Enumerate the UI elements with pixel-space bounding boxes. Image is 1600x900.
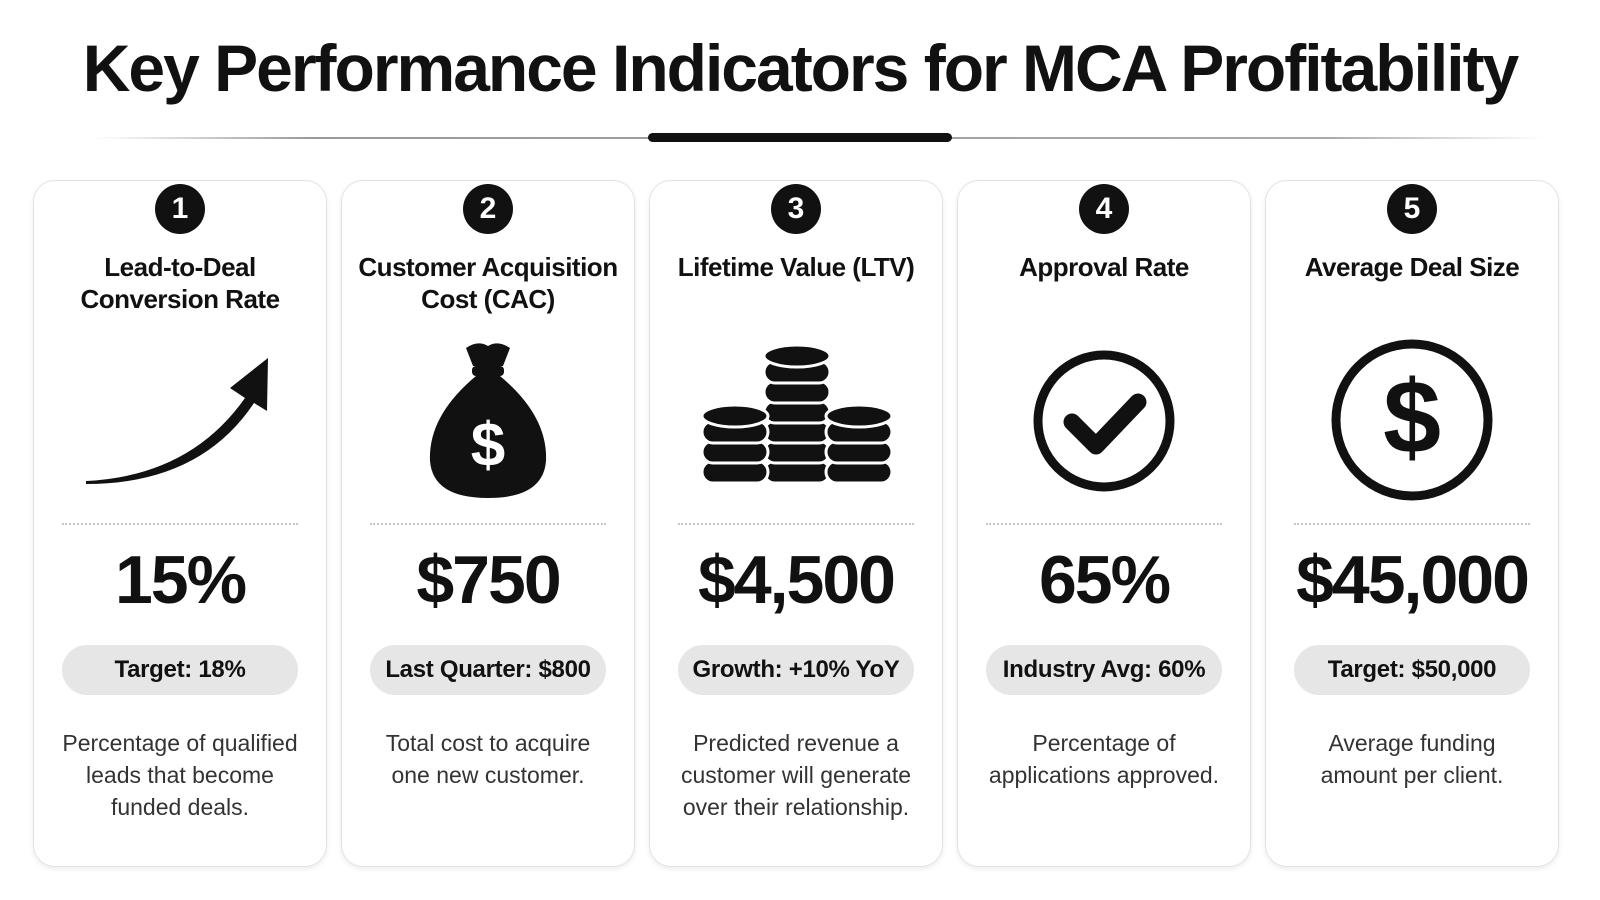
kpi-title: Customer Acquisition Cost (CAC) — [358, 252, 618, 314]
kpi-badge: Target: 18% — [62, 645, 298, 695]
kpi-card-approval-rate: 4 Approval Rate 65% Industry Avg: 60% Pe… — [957, 180, 1251, 867]
kpi-badge: Industry Avg: 60% — [986, 645, 1222, 695]
page-title: Key Performance Indicators for MCA Profi… — [82, 31, 1520, 105]
title-divider-accent — [648, 133, 952, 142]
dotted-divider — [62, 523, 298, 525]
step-number-badge: 3 — [771, 184, 821, 234]
kpi-value: 65% — [1038, 542, 1171, 618]
kpi-cards: 1 Lead-to-Deal Conversion Rate 15% Targe… — [33, 180, 1559, 867]
kpi-title: Average Deal Size — [1304, 252, 1520, 282]
kpi-title: Lifetime Value (LTV) — [677, 252, 915, 282]
kpi-card-cac: 2 Customer Acquisition Cost (CAC) $ $750… — [341, 180, 635, 867]
kpi-description: Percentage of qualified leads that becom… — [62, 730, 298, 820]
step-number-badge: 4 — [1079, 184, 1129, 234]
kpi-description: Average funding amount per client. — [1320, 730, 1504, 788]
dollar-circle-icon: $ — [1312, 336, 1512, 506]
kpi-badge: Growth: +10% YoY — [678, 645, 914, 695]
step-number-badge: 2 — [463, 184, 513, 234]
kpi-card-conversion-rate: 1 Lead-to-Deal Conversion Rate 15% Targe… — [33, 180, 327, 867]
dotted-divider — [1294, 523, 1530, 525]
check-circle-icon — [1004, 336, 1204, 506]
trend-arrow-icon — [80, 336, 280, 506]
kpi-value: $750 — [416, 542, 561, 618]
kpi-description: Predicted revenue a customer will genera… — [680, 730, 912, 820]
kpi-card-average-deal-size: 5 Average Deal Size $ $45,000 Target: $5… — [1265, 180, 1559, 867]
kpi-value: $4,500 — [698, 542, 896, 618]
money-bag-icon: $ — [388, 336, 588, 506]
kpi-description: Percentage of applications approved. — [988, 730, 1220, 788]
dotted-divider — [678, 523, 914, 525]
kpi-badge: Last Quarter: $800 — [370, 645, 606, 695]
kpi-card-ltv: 3 Lifetime Value (LTV) — [649, 180, 943, 867]
kpi-badge: Target: $50,000 — [1294, 645, 1530, 695]
step-number-badge: 1 — [155, 184, 205, 234]
kpi-value: 15% — [114, 542, 247, 618]
svg-text:$: $ — [1383, 360, 1441, 476]
kpi-value: $45,000 — [1296, 542, 1530, 618]
svg-text:$: $ — [471, 411, 505, 480]
dotted-divider — [370, 523, 606, 525]
kpi-description: Total cost to acquire one new customer. — [385, 730, 591, 788]
coin-stacks-icon — [696, 336, 896, 506]
step-number-badge: 5 — [1387, 184, 1437, 234]
kpi-title: Approval Rate — [1019, 252, 1189, 282]
kpi-title: Lead-to-Deal Conversion Rate — [80, 252, 280, 314]
dotted-divider — [986, 523, 1222, 525]
